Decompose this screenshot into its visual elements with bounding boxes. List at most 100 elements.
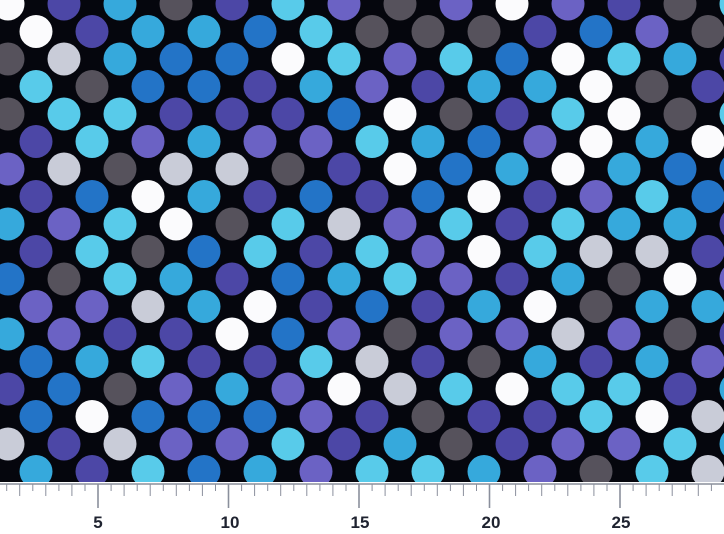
- fabric-dot: [579, 70, 613, 103]
- fabric-dot: [327, 207, 361, 241]
- fabric-dot: [215, 427, 249, 461]
- fabric-dot: [355, 70, 389, 103]
- fabric-dot: [75, 70, 109, 103]
- fabric-dot: [635, 345, 669, 378]
- fabric-dot: [467, 235, 501, 268]
- fabric-dot: [719, 377, 724, 401]
- fabric-dot: [103, 427, 137, 461]
- fabric-dot: [47, 97, 81, 131]
- fabric-dot: [271, 152, 305, 186]
- fabric-dot: [495, 372, 529, 406]
- fabric-dot: [103, 0, 137, 21]
- fabric-dot: [719, 47, 724, 71]
- fabric-dot: [579, 345, 613, 378]
- fabric-dot: [19, 345, 53, 378]
- fabric-dot: [0, 372, 25, 406]
- fabric-dot: [663, 152, 697, 186]
- fabric-dot: [355, 455, 389, 482]
- fabric-dot: [19, 125, 53, 158]
- fabric-dot: [0, 97, 25, 131]
- fabric-dot: [635, 290, 669, 323]
- fabric-dot: [355, 345, 389, 378]
- fabric-dot: [691, 400, 724, 433]
- fabric-dot: [439, 97, 473, 131]
- fabric-dot: [691, 180, 724, 213]
- fabric-dot: [663, 0, 697, 21]
- ruler-label-25: 25: [612, 513, 631, 532]
- fabric-dot: [439, 0, 473, 21]
- fabric-dot: [327, 317, 361, 351]
- fabric-dot: [19, 180, 53, 213]
- fabric-dot: [579, 455, 613, 482]
- fabric-dot: [243, 235, 277, 268]
- fabric-dot: [299, 235, 333, 268]
- fabric-dot: [663, 42, 697, 76]
- fabric-dot: [215, 262, 249, 296]
- fabric-dot: [411, 70, 445, 103]
- fabric-dot: [635, 70, 669, 103]
- fabric-dot: [19, 290, 53, 323]
- fabric-dot: [243, 400, 277, 433]
- fabric-dot: [75, 400, 109, 433]
- fabric-dot: [411, 400, 445, 433]
- fabric-dot: [243, 290, 277, 323]
- fabric-dot: [0, 317, 25, 351]
- fabric-dot: [103, 372, 137, 406]
- fabric-dot: [103, 262, 137, 296]
- fabric-dot: [635, 400, 669, 433]
- fabric-dot: [131, 180, 165, 213]
- fabric-dot: [0, 152, 25, 186]
- fabric-dot: [131, 125, 165, 158]
- fabric-dot: [495, 262, 529, 296]
- fabric-dot: [467, 455, 501, 482]
- fabric-dot: [663, 262, 697, 296]
- ruler-label-15: 15: [351, 513, 370, 532]
- fabric-dot: [131, 290, 165, 323]
- fabric-dot: [215, 97, 249, 131]
- ruler-label-10: 10: [221, 513, 240, 532]
- fabric-dot: [523, 455, 557, 482]
- fabric-dot: [159, 42, 193, 76]
- fabric-dot: [243, 125, 277, 158]
- fabric-dot: [607, 317, 641, 351]
- fabric-dot: [187, 180, 221, 213]
- fabric-dot: [383, 152, 417, 186]
- fabric-dot: [691, 15, 724, 48]
- fabric-dot: [439, 372, 473, 406]
- fabric-dot: [411, 15, 445, 48]
- fabric-dot: [271, 0, 305, 21]
- fabric-dot: [691, 125, 724, 158]
- fabric-dot: [439, 317, 473, 351]
- fabric-dot: [551, 42, 585, 76]
- fabric-dot: [243, 345, 277, 378]
- fabric-dot: [355, 290, 389, 323]
- fabric-dot: [439, 207, 473, 241]
- fabric-dot: [523, 345, 557, 378]
- fabric-dot: [0, 0, 25, 21]
- fabric-dot: [719, 267, 724, 291]
- fabric-dot: [411, 290, 445, 323]
- fabric-dot: [467, 290, 501, 323]
- fabric-dot: [355, 180, 389, 213]
- fabric-dot: [103, 42, 137, 76]
- fabric-dot: [215, 317, 249, 351]
- fabric-dot: [159, 152, 193, 186]
- fabric-dot: [159, 97, 193, 131]
- fabric-dot: [383, 97, 417, 131]
- fabric-dot: [0, 262, 25, 296]
- fabric-dot: [495, 42, 529, 76]
- ruler-label-5: 5: [93, 513, 102, 532]
- fabric-dot: [719, 432, 724, 456]
- fabric-dot: [523, 290, 557, 323]
- fabric-dot: [523, 125, 557, 158]
- fabric-dot: [299, 400, 333, 433]
- fabric-dot: [47, 262, 81, 296]
- fabric-dot: [607, 152, 641, 186]
- fabric-dot: [523, 235, 557, 268]
- fabric-dot: [383, 0, 417, 21]
- fabric-dot: [467, 125, 501, 158]
- fabric-dot: [19, 400, 53, 433]
- fabric-dot: [523, 70, 557, 103]
- fabric-dot: [327, 97, 361, 131]
- fabric-dot: [159, 372, 193, 406]
